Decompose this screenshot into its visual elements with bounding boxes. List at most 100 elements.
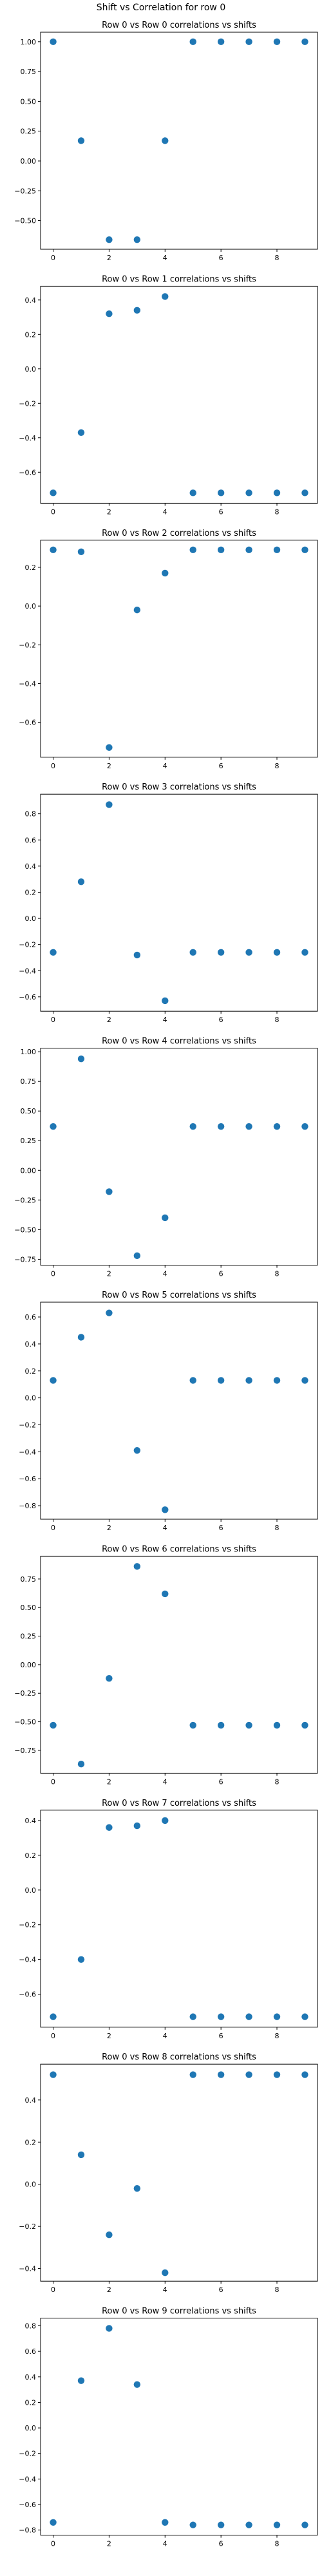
x-tick-label: 2: [107, 762, 111, 770]
y-tick-label: −0.2: [19, 2222, 36, 2231]
x-tick-label: 6: [219, 1777, 223, 1786]
x-tick-label: 2: [107, 1270, 111, 1278]
y-tick-label: −0.4: [19, 1448, 36, 1456]
scatter-point: [217, 1377, 225, 1384]
scatter-point: [50, 1122, 57, 1130]
x-tick-label: 0: [51, 254, 55, 262]
scatter-point: [133, 1252, 141, 1260]
scatter-point: [133, 2381, 141, 2388]
x-tick-label: 8: [275, 1016, 279, 1024]
scatter-point: [217, 1122, 225, 1130]
y-tick-label: 0.2: [25, 2398, 37, 2407]
scatter-point: [162, 569, 169, 577]
scatter-point: [133, 2185, 141, 2192]
x-tick-label: 6: [219, 2540, 223, 2548]
y-tick-label: 0.2: [25, 2138, 37, 2146]
scatter-point: [106, 2231, 113, 2239]
scatter-point: [189, 489, 196, 497]
y-tick-label: 0.75: [21, 68, 37, 76]
scatter-point: [162, 1590, 169, 1598]
y-tick-label: −0.2: [19, 941, 36, 949]
scatter-point: [77, 1055, 85, 1063]
axes-frame: [40, 2318, 318, 2536]
y-tick-label: −0.8: [19, 1502, 36, 1510]
x-tick-label: 4: [163, 1270, 167, 1278]
scatter-point: [189, 949, 196, 956]
x-tick-label: 4: [163, 507, 167, 516]
scatter-point: [133, 1563, 141, 1570]
scatter-point: [217, 489, 225, 497]
scatter-point: [217, 949, 225, 956]
y-tick-label: 0.4: [25, 2096, 37, 2105]
x-tick-label: 8: [275, 2286, 279, 2294]
x-tick-label: 8: [275, 2540, 279, 2548]
figure-suptitle: Shift vs Correlation for row 0: [97, 3, 225, 13]
scatter-point: [245, 1122, 252, 1130]
scatter-point: [301, 489, 308, 497]
scatter-point: [162, 997, 169, 1005]
axes-frame: [40, 2063, 318, 2282]
scatter-point: [301, 2013, 308, 2020]
subplot-title: Row 0 vs Row 0 correlations vs shifts: [102, 21, 256, 30]
scatter-point: [106, 1824, 113, 1831]
x-tick-label: 2: [107, 2540, 111, 2548]
scatter-point: [273, 38, 281, 46]
y-tick-label: 0.4: [25, 862, 37, 871]
y-tick-label: 0.0: [25, 365, 37, 374]
axes-frame: [40, 285, 318, 504]
y-tick-label: 1.00: [21, 38, 37, 46]
x-tick-label: 6: [219, 762, 223, 770]
y-tick-label: 0.4: [25, 1817, 37, 1825]
scatter-point: [50, 2071, 57, 2078]
scatter-point: [77, 1761, 85, 1768]
scatter-point: [106, 801, 113, 808]
y-tick-label: −0.2: [19, 1421, 36, 1429]
y-tick-label: −0.2: [19, 2450, 36, 2458]
scatter-point: [301, 949, 308, 956]
y-tick-label: 0.2: [25, 888, 37, 896]
x-tick-label: 8: [275, 1524, 279, 1532]
x-tick-label: 6: [219, 2032, 223, 2040]
scatter-point: [106, 2325, 113, 2332]
subplot-3: Row 0 vs Row 3 correlations vs shifts 0 2 4…: [19, 782, 318, 1024]
x-tick-label: 0: [51, 507, 55, 516]
scatter-point: [301, 546, 308, 554]
scatter-point: [189, 546, 196, 554]
scatter-point: [189, 1721, 196, 1729]
y-tick-label: −0.25: [14, 1196, 36, 1204]
subplot-title: Row 0 vs Row 2 correlations vs shifts: [102, 529, 256, 538]
y-tick-label: 0.2: [25, 1367, 37, 1376]
y-tick-label: −0.6: [19, 2501, 36, 2509]
x-tick-label: 6: [219, 1016, 223, 1024]
scatter-point: [189, 1377, 196, 1384]
y-tick-label: −0.6: [19, 993, 36, 1001]
y-tick-label: 0.00: [21, 157, 37, 166]
scatter-point: [301, 1721, 308, 1729]
subplot-2: Row 0 vs Row 2 correlations vs shifts 0 2 4…: [19, 529, 318, 770]
x-tick-label: 2: [107, 2286, 111, 2294]
y-tick-label: 0.25: [21, 1137, 37, 1145]
y-tick-label: −0.25: [14, 187, 36, 195]
scatter-point: [273, 2013, 281, 2020]
subplot-title: Row 0 vs Row 8 correlations vs shifts: [102, 2052, 256, 2062]
x-tick-label: 2: [107, 2032, 111, 2040]
scatter-point: [189, 2071, 196, 2078]
scatter-point: [50, 1377, 57, 1384]
axes-frame: [40, 1810, 318, 2028]
x-tick-label: 4: [163, 762, 167, 770]
x-tick-label: 8: [275, 2032, 279, 2040]
x-tick-label: 0: [51, 2286, 55, 2294]
y-tick-label: 0.75: [21, 1575, 37, 1584]
scatter-point: [273, 2521, 281, 2528]
y-tick-label: −0.50: [14, 1226, 36, 1234]
y-tick-label: −0.2: [19, 641, 36, 649]
scatter-point: [50, 2519, 57, 2526]
x-tick-label: 0: [51, 2032, 55, 2040]
scatter-point: [217, 2521, 225, 2528]
scatter-point: [77, 2151, 85, 2159]
scatter-point: [245, 38, 252, 46]
x-tick-label: 6: [219, 507, 223, 516]
x-tick-label: 0: [51, 1777, 55, 1786]
y-tick-label: 0.0: [25, 914, 37, 923]
scatter-point: [77, 548, 85, 556]
